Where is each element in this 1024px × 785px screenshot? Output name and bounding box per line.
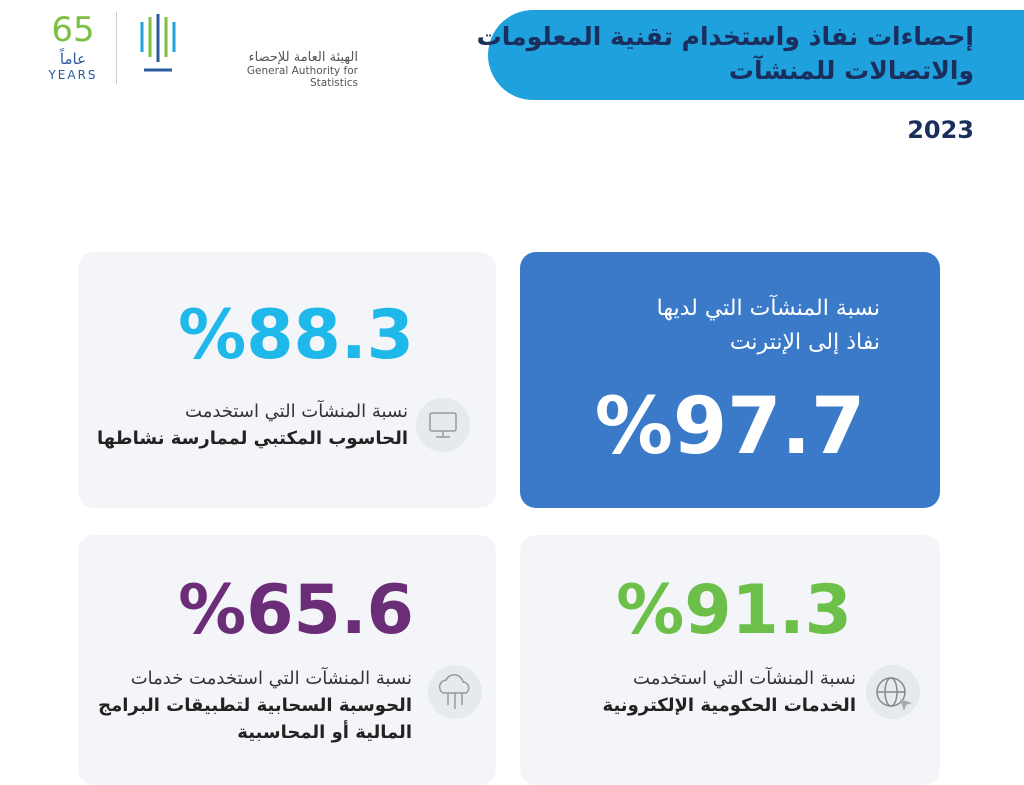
org-name-en: General Authority for Statistics — [246, 65, 358, 89]
globe-icon — [876, 677, 912, 711]
label-line: نسبة المنشآت التي استخدمت — [185, 401, 408, 422]
title-banner — [488, 10, 1024, 100]
label-line: نسبة المنشآت التي استخدمت خدمات — [130, 668, 412, 689]
card-egov: %91.3 نسبة المنشآت التي استخدمت الخدمات … — [520, 535, 940, 785]
label-line-bold: الحاسوب المكتبي لممارسة نشاطها — [97, 428, 408, 449]
title-line: والاتصالات للمنشآت — [728, 56, 974, 85]
icon-bg — [416, 398, 470, 452]
card-internet: نسبة المنشآت التي لديها نفاذ إلى الإنترن… — [520, 252, 940, 508]
card-label: نسبة المنشآت التي استخدمت الحاسوب المكتب… — [97, 398, 408, 452]
label-line: نفاذ إلى الإنترنت — [729, 330, 880, 355]
year: 2023 — [907, 116, 974, 144]
title: إحصاءات نفاذ واستخدام تقنية المعلومات وا… — [477, 20, 974, 88]
label-line-bold: المالية أو المحاسبية — [237, 722, 412, 743]
anniversary-word: عاماً — [59, 50, 87, 68]
card-label: نسبة المنشآت التي استخدمت خدمات الحوسبة … — [98, 665, 412, 746]
label-line-bold: الخدمات الحكومية الإلكترونية — [602, 695, 856, 716]
label-line-bold: الحوسبة السحابية لتطبيقات البرامج — [98, 695, 412, 716]
label-line: نسبة المنشآت التي استخدمت — [633, 668, 856, 689]
anniversary-en: YEARS — [48, 68, 98, 82]
org-name-ar: الهيئة العامة للإحصاء — [248, 50, 358, 65]
org-name: الهيئة العامة للإحصاء General Authority … — [196, 50, 358, 89]
card-value: %88.3 — [178, 296, 414, 375]
anniversary-logo: 65 عاماً YEARS — [38, 10, 108, 82]
card-value: %91.3 — [616, 571, 852, 650]
card-value: %97.7 — [594, 382, 866, 472]
card-desktop: %88.3 نسبة المنشآت التي استخدمت الحاسوب … — [78, 252, 496, 508]
icon-bg — [866, 665, 920, 719]
anniversary-number: 65 — [51, 10, 95, 50]
page: 65 عاماً YEARS الهيئة العامة للإحصاء Gen… — [38, 10, 1024, 785]
card-label: نسبة المنشآت التي استخدمت الخدمات الحكوم… — [603, 665, 856, 719]
card-value: %65.6 — [178, 571, 414, 650]
computer-icon — [429, 412, 457, 438]
card-label: نسبة المنشآت التي لديها نفاذ إلى الإنترن… — [657, 292, 880, 360]
logo-divider — [116, 12, 117, 84]
label-line: نسبة المنشآت التي لديها — [656, 296, 880, 321]
cloud-icon — [438, 674, 470, 709]
title-line: إحصاءات نفاذ واستخدام تقنية المعلومات — [476, 22, 974, 51]
gastat-mark — [140, 14, 176, 72]
card-cloud: %65.6 نسبة المنشآت التي استخدمت خدمات ال… — [78, 535, 496, 785]
icon-bg — [428, 665, 482, 719]
